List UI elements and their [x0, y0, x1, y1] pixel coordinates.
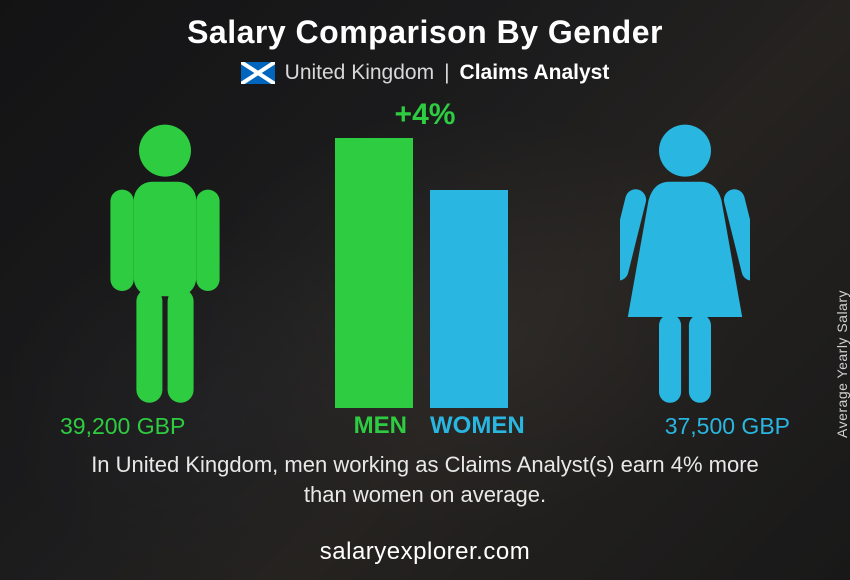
female-figure-icon	[620, 122, 750, 408]
y-axis-label: Average Yearly Salary	[834, 290, 850, 438]
bar-men	[335, 138, 413, 408]
male-figure-icon	[100, 122, 230, 408]
job-title-label: Claims Analyst	[460, 61, 610, 85]
salary-men: 39,200 GBP	[60, 413, 185, 440]
separator: |	[444, 61, 449, 85]
country-label: United Kingdom	[285, 61, 434, 85]
salary-women: 37,500 GBP	[665, 413, 790, 440]
bar-women	[430, 190, 508, 408]
delta-badge: +4%	[395, 98, 456, 132]
chart-area: +4% ME	[0, 90, 850, 440]
bar-label-men: MEN	[329, 412, 407, 440]
footer-source: salaryexplorer.com	[0, 538, 850, 566]
summary-text: In United Kingdom, men working as Claims…	[0, 450, 850, 509]
infographic-content: Salary Comparison By Gender United Kingd…	[0, 0, 850, 580]
subtitle-row: United Kingdom | Claims Analyst	[0, 61, 850, 85]
bar-label-women: WOMEN	[430, 412, 525, 440]
page-title: Salary Comparison By Gender	[0, 0, 850, 51]
flag-icon	[241, 62, 275, 84]
